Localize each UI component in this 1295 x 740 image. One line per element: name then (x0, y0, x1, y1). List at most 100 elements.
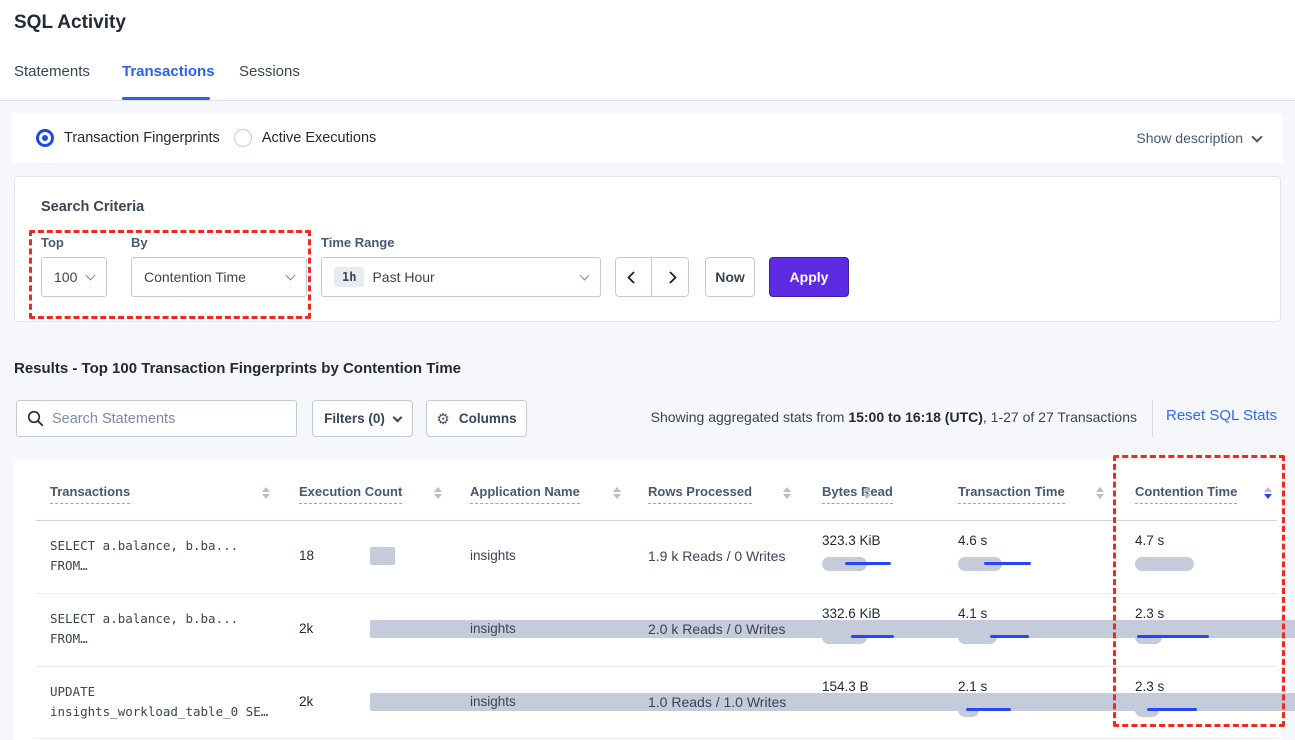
execution-count-value: 2k (299, 694, 314, 709)
sql-line-2: FROM… (50, 558, 88, 573)
gear-icon: ⚙ (436, 409, 450, 428)
bytes-read-bar (822, 703, 897, 717)
radio-label: Transaction Fingerprints (64, 130, 220, 146)
column-header-execution-count[interactable]: Execution Count (299, 484, 403, 504)
top-field-label: Top (41, 235, 64, 250)
transaction-fingerprint-link[interactable]: SELECT a.balance, b.ba... FROM… (50, 609, 238, 649)
by-field-label: By (131, 235, 148, 250)
execution-count-bar (370, 693, 1295, 711)
rows-processed-value: 1.0 Reads / 1.0 Writes (648, 694, 787, 710)
sql-line-1: SELECT a.balance, b.ba... (50, 538, 239, 553)
time-range-value: Past Hour (372, 269, 435, 285)
radio-transaction-fingerprints[interactable]: Transaction Fingerprints (36, 129, 220, 147)
toolbar-divider (1152, 400, 1153, 437)
bytes-read-value: 332.6 KiB (822, 606, 881, 621)
row-divider (36, 738, 1277, 739)
column-header-rows-processed[interactable]: Rows Processed (648, 484, 753, 504)
columns-label: Columns (458, 411, 517, 426)
tab-sessions[interactable]: Sessions (239, 63, 300, 80)
bytes-read-bar (822, 557, 897, 571)
transaction-time-value: 4.6 s (958, 533, 988, 548)
top-select[interactable]: 100 (41, 257, 107, 297)
sql-line-1: SELECT a.balance, b.ba... (50, 611, 239, 626)
page-header: SQL Activity Statements Transactions Ses… (0, 0, 1295, 101)
bytes-read-value: 323.3 KiB (822, 533, 881, 548)
chevron-down-icon (392, 412, 403, 422)
stats-suffix: , 1-27 of 27 Transactions (982, 409, 1137, 425)
sql-line-2: FROM… (50, 631, 88, 646)
sort-icon-transactions[interactable] (262, 487, 270, 499)
search-icon (27, 410, 44, 427)
apply-button[interactable]: Apply (769, 257, 849, 297)
sort-icon-application-name[interactable] (613, 487, 621, 499)
search-criteria-heading: Search Criteria (41, 199, 145, 215)
stats-range: 15:00 to 16:18 (UTC) (848, 409, 983, 425)
bytes-read-bar (822, 630, 897, 644)
tab-statements[interactable]: Statements (14, 63, 90, 80)
application-name-value: insights (470, 548, 516, 563)
sort-icon-rows-processed[interactable] (783, 487, 791, 499)
execution-count-value: 18 (299, 548, 315, 563)
reset-sql-stats-link[interactable]: Reset SQL Stats (1166, 407, 1278, 424)
application-name-value: insights (470, 694, 516, 709)
time-range-badge: 1h (334, 267, 365, 287)
transaction-fingerprint-link[interactable]: SELECT a.balance, b.ba... FROM… (50, 536, 238, 576)
rows-processed-value: 1.9 k Reads / 0 Writes (648, 548, 786, 564)
sort-icon-transaction-time[interactable] (1096, 487, 1104, 499)
radio-selected-icon[interactable] (36, 129, 54, 147)
by-select[interactable]: Contention Time (131, 257, 307, 297)
contention-time-value: 2.3 s (1135, 606, 1165, 621)
filters-button[interactable]: Filters (0) (312, 400, 413, 437)
search-criteria-panel: Search Criteria Top 100 By Contention Ti… (14, 176, 1281, 322)
chevron-down-icon (85, 270, 96, 281)
sort-icon-contention-time-active[interactable] (1264, 487, 1272, 499)
by-select-value: Contention Time (144, 269, 246, 285)
table-header-divider (36, 520, 1277, 521)
tab-transactions[interactable]: Transactions (122, 63, 215, 80)
column-header-bytes-read[interactable]: Bytes Read (822, 484, 893, 504)
contention-time-bar (1135, 557, 1210, 571)
row-divider (36, 666, 1277, 667)
column-header-transactions[interactable]: Transactions (50, 484, 131, 504)
transaction-time-value: 2.1 s (958, 679, 988, 694)
now-button[interactable]: Now (705, 257, 755, 297)
transaction-fingerprint-link[interactable]: UPDATE insights_workload_table_0 SE… (50, 682, 268, 722)
chevron-down-icon (285, 270, 296, 281)
execution-count-bar (370, 620, 1295, 638)
contention-time-value: 2.3 s (1135, 679, 1165, 694)
page-title: SQL Activity (14, 12, 126, 33)
filters-label: Filters (0) (324, 411, 385, 426)
transaction-time-bar (958, 703, 1033, 717)
results-heading: Results - Top 100 Transaction Fingerprin… (14, 360, 462, 377)
show-description-toggle[interactable]: Show description (1136, 130, 1263, 146)
aggregated-stats-text: Showing aggregated stats from 15:00 to 1… (651, 409, 1137, 425)
execution-count-value: 2k (299, 621, 314, 636)
sql-line-1: UPDATE (50, 684, 96, 699)
columns-button[interactable]: ⚙ Columns (426, 400, 527, 437)
chevron-down-icon (1251, 130, 1263, 143)
column-header-contention-time[interactable]: Contention Time (1135, 484, 1238, 504)
chevron-down-icon (579, 270, 590, 281)
column-header-transaction-time[interactable]: Transaction Time (958, 484, 1065, 504)
radio-unselected-icon[interactable] (233, 129, 252, 147)
transaction-time-value: 4.1 s (958, 606, 988, 621)
time-range-prev-button[interactable] (615, 257, 652, 297)
radio-active-executions[interactable]: Active Executions (233, 129, 377, 147)
application-name-value: insights (470, 621, 516, 636)
time-range-label: Time Range (321, 235, 395, 250)
show-description-label: Show description (1136, 130, 1243, 146)
search-statements-box (16, 400, 297, 437)
sort-icon-bytes-read[interactable] (863, 487, 871, 499)
time-range-next-button[interactable] (652, 257, 689, 297)
column-header-application-name[interactable]: Application Name (470, 484, 580, 504)
radio-label: Active Executions (261, 130, 377, 146)
row-divider (36, 593, 1277, 594)
sort-icon-execution-count[interactable] (434, 487, 442, 499)
time-range-select[interactable]: 1h Past Hour (321, 257, 601, 297)
top-select-value: 100 (54, 269, 78, 285)
bytes-read-value: 154.3 B (822, 679, 869, 694)
chevron-left-icon (627, 270, 640, 284)
contention-time-bar (1135, 630, 1210, 644)
search-input[interactable] (52, 410, 286, 427)
